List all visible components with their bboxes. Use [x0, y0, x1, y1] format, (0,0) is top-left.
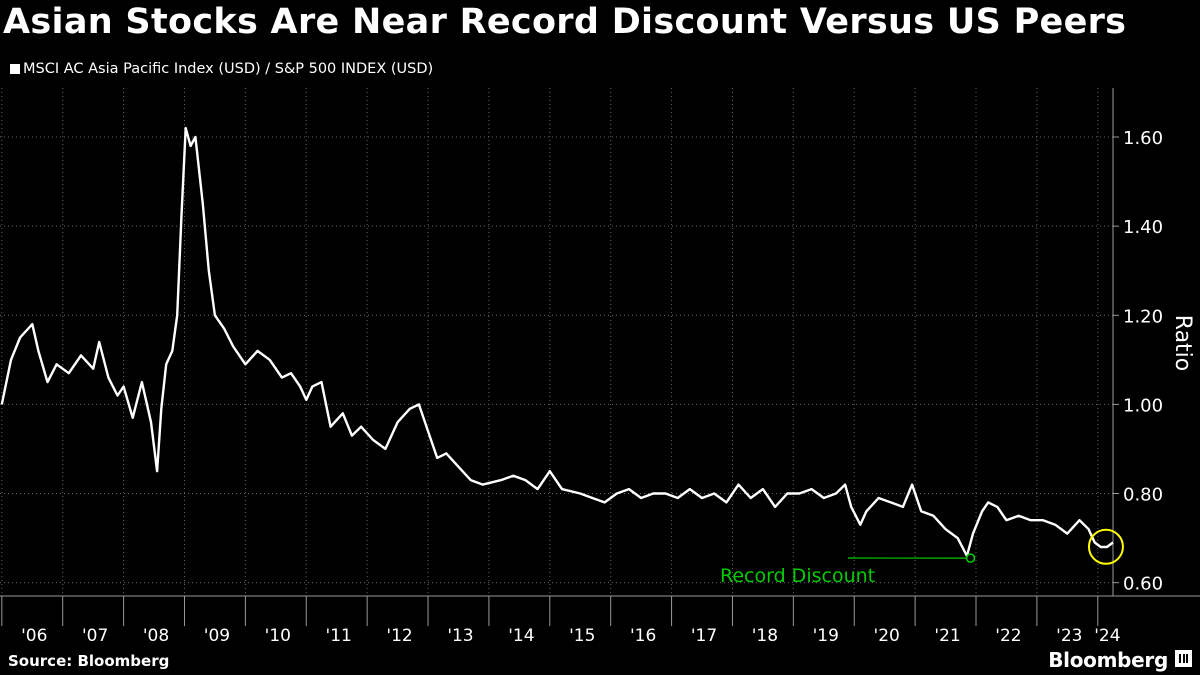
series-group [0, 126, 1114, 558]
y-tick-label: 1.20 [1123, 306, 1163, 327]
chart-title: Asian Stocks Are Near Record Discount Ve… [3, 2, 1127, 42]
x-tick-label: '20 [874, 626, 900, 646]
x-tick-label: '09 [204, 626, 230, 646]
y-tick-label: 0.80 [1123, 485, 1163, 506]
legend: MSCI AC Asia Pacific Index (USD) / S&P 5… [10, 61, 433, 77]
x-tick-label: '08 [143, 626, 169, 646]
x-tick-label: '10 [265, 626, 291, 646]
annotations: Record Discount [720, 528, 1124, 587]
x-tick-label: '17 [691, 626, 717, 646]
record-discount-label: Record Discount [720, 565, 875, 587]
x-tick-label: '12 [386, 626, 412, 646]
record-discount-marker [965, 553, 976, 563]
brand-logo: Bloomberg [1048, 648, 1168, 672]
x-tick-label: '24 [1094, 626, 1120, 646]
x-tick-label: '18 [752, 626, 778, 646]
axis-ticks: 0.60 0.80 1.00 1.20 1.40 1.60 '06 '07 '08 '09 '10 '… [1, 128, 1163, 646]
y-tick-label: 1.40 [1123, 217, 1163, 238]
x-tick-label: '13 [447, 626, 473, 646]
y-tick-label: 1.00 [1123, 395, 1163, 416]
y-tick-label: 0.60 [1123, 574, 1163, 595]
y-tick-label: 1.60 [1123, 128, 1163, 149]
x-tick-label: '22 [995, 626, 1021, 646]
x-tick-label: '06 [21, 626, 47, 646]
x-tick-label: '11 [326, 626, 352, 646]
source-note: Source: Bloomberg [8, 652, 170, 670]
latest-highlight-circle [1087, 528, 1124, 565]
bloomberg-logo-icon [1175, 650, 1192, 667]
x-tick-label: '23 [1056, 626, 1082, 646]
y-axis-label: Ratio [1170, 315, 1195, 371]
x-tick-label: '16 [630, 626, 656, 646]
x-tick-label: '07 [82, 626, 108, 646]
grid [0, 88, 1113, 596]
x-tick-label: '14 [508, 626, 534, 646]
x-tick-label: '19 [813, 626, 839, 646]
legend-label: MSCI AC Asia Pacific Index (USD) / S&P 5… [23, 61, 434, 77]
series-line [0, 126, 1114, 558]
x-tick-label: '15 [569, 626, 595, 646]
x-tick-label: '21 [934, 626, 960, 646]
legend-swatch [10, 64, 20, 74]
